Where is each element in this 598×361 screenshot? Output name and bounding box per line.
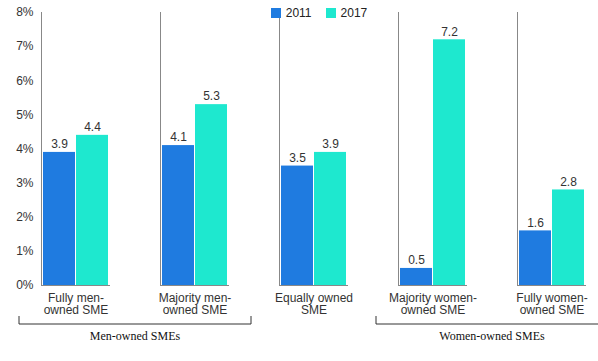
svg-text:Men-owned SMEs: Men-owned SMEs	[90, 329, 181, 343]
svg-text:3.5: 3.5	[289, 151, 306, 165]
svg-text:Women-owned SMEs: Women-owned SMEs	[439, 329, 545, 343]
svg-text:3.9: 3.9	[51, 137, 68, 151]
svg-text:4.4: 4.4	[84, 120, 101, 134]
svg-text:6%: 6%	[16, 74, 34, 88]
svg-text:Fully women-owned SME: Fully women-owned SME	[516, 291, 587, 317]
svg-text:1%: 1%	[16, 244, 34, 258]
svg-text:Fully men-owned SME: Fully men-owned SME	[44, 291, 109, 317]
svg-text:5%: 5%	[16, 108, 34, 122]
svg-text:7%: 7%	[16, 39, 34, 53]
svg-text:4.1: 4.1	[170, 130, 187, 144]
svg-text:7.2: 7.2	[441, 25, 458, 39]
svg-text:2.8: 2.8	[560, 175, 577, 189]
svg-text:0%: 0%	[16, 278, 34, 292]
svg-text:Majority men-owned SME: Majority men-owned SME	[159, 291, 232, 317]
svg-text:Equally ownedSME: Equally ownedSME	[275, 291, 353, 317]
svg-text:1.6: 1.6	[527, 216, 544, 230]
html-text:2017: 2017	[340, 6, 368, 20]
svg-text:2%: 2%	[16, 210, 34, 224]
svg-text:5.3: 5.3	[203, 89, 220, 103]
svg-text:0.5: 0.5	[408, 253, 425, 267]
html-text:2011: 2011	[285, 6, 312, 20]
svg-text:3.9: 3.9	[322, 137, 339, 151]
svg-text:4%: 4%	[16, 142, 34, 156]
svg-text:3%: 3%	[16, 176, 34, 190]
svg-text:8%: 8%	[16, 5, 34, 19]
svg-text:Majority women-owned SME: Majority women-owned SME	[389, 291, 477, 317]
